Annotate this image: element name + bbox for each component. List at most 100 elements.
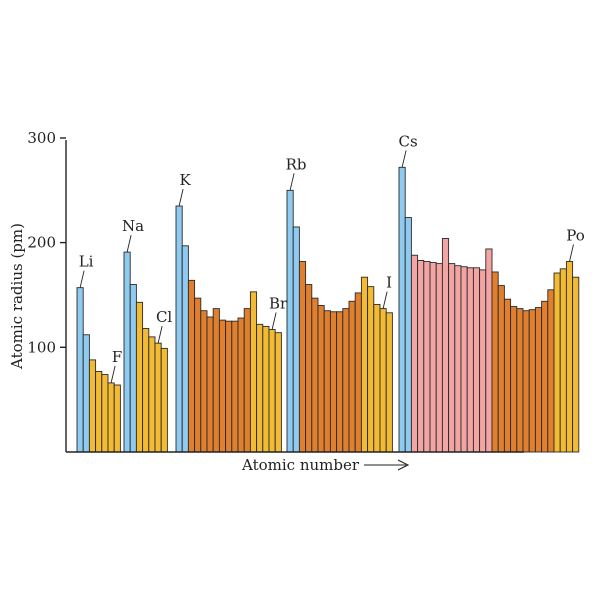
- bar-p5-1: [398, 166, 406, 453]
- bar-p2-1: [123, 251, 131, 453]
- bar-p5-12: [466, 267, 474, 453]
- element-label-li: Li: [79, 253, 94, 271]
- bar-p4-8: [329, 311, 338, 453]
- bar-p4-4: [305, 284, 313, 453]
- bar-p1-4: [95, 370, 103, 453]
- bar-p5-13: [472, 267, 481, 453]
- y-tick-label-200: 200: [27, 234, 56, 252]
- y-axis-title: Atomic radius (pm): [8, 223, 26, 370]
- bar-p3-11: [237, 317, 245, 453]
- axes: [60, 137, 524, 453]
- bar-p3-7: [212, 308, 220, 453]
- bar-p1-2: [82, 334, 90, 453]
- x-axis-title: Atomic number: [241, 456, 360, 474]
- bar-p5-16: [491, 271, 499, 453]
- bar-p2-6: [154, 342, 162, 453]
- bar-p5-8: [441, 238, 450, 453]
- leader-li: [79, 270, 85, 288]
- bar-p5-7: [435, 263, 443, 453]
- bar-p2-7: [160, 347, 168, 453]
- bar-p5-17: [497, 285, 505, 453]
- bar-p3-1: [175, 205, 183, 453]
- bar-p4-3: [298, 261, 307, 453]
- element-labels: Li F Na Cl K Br Rb I Cs Po: [79, 132, 585, 366]
- bars-group: [76, 166, 580, 453]
- bar-p4-16: [379, 308, 387, 453]
- bar-p5-15: [485, 248, 493, 453]
- leader-i: [382, 291, 388, 309]
- bar-p5-11: [460, 266, 468, 453]
- bar-p5-22: [528, 309, 536, 453]
- label-leaders: [79, 150, 574, 384]
- bar-p5-29: [572, 276, 580, 453]
- bar-p5-6: [429, 262, 437, 453]
- bar-p5-28: [565, 261, 574, 453]
- bar-p5-19: [510, 306, 518, 453]
- bar-p5-23: [534, 307, 543, 453]
- bar-p4-5: [311, 297, 319, 453]
- bar-p4-2: [292, 226, 300, 453]
- bar-p3-6: [206, 316, 214, 453]
- element-label-br: Br: [269, 295, 288, 313]
- bar-p4-11: [348, 300, 356, 453]
- x-axis-arrow: [364, 459, 410, 471]
- bar-p4-17: [385, 312, 393, 453]
- bar-p2-2: [129, 284, 137, 453]
- leader-k: [178, 188, 184, 207]
- bar-p4-9: [336, 311, 344, 453]
- bar-p1-7: [113, 384, 121, 453]
- bar-p4-1: [286, 189, 294, 453]
- y-tick-labels: 100 200 300: [27, 129, 56, 356]
- bar-p3-17: [274, 332, 282, 453]
- bar-p4-12: [354, 292, 362, 453]
- bar-p4-13: [360, 276, 369, 453]
- bar-p5-10: [454, 265, 462, 453]
- bar-p3-3: [187, 279, 196, 453]
- element-label-na: Na: [122, 217, 144, 235]
- bar-p1-6: [107, 382, 115, 453]
- leader-cs: [401, 150, 407, 168]
- bar-p5-5: [423, 261, 431, 453]
- bar-p4-7: [323, 310, 331, 453]
- bar-p5-18: [503, 298, 512, 453]
- bar-p3-16: [268, 329, 276, 453]
- bar-p5-27: [559, 268, 567, 453]
- bar-p2-4: [142, 328, 150, 453]
- bar-p5-25: [547, 289, 555, 453]
- leader-cl: [157, 325, 163, 344]
- bar-p3-9: [225, 320, 233, 453]
- bar-p3-10: [231, 320, 239, 453]
- element-label-k: K: [179, 171, 191, 189]
- y-tick-label-300: 300: [27, 129, 56, 147]
- bar-p3-14: [256, 323, 264, 453]
- element-label-i: I: [386, 274, 392, 292]
- bar-p3-12: [243, 308, 251, 453]
- bar-p5-4: [417, 260, 425, 453]
- y-tick-label-100: 100: [27, 338, 56, 356]
- bar-p5-20: [516, 308, 524, 453]
- bar-p5-24: [541, 300, 549, 453]
- bar-p1-1: [76, 287, 84, 453]
- leader-po: [569, 244, 574, 262]
- leader-na: [126, 234, 132, 253]
- leader-f: [110, 365, 116, 384]
- bar-p5-3: [410, 254, 419, 453]
- bar-p1-3: [88, 359, 97, 453]
- y-axis-line: [65, 140, 524, 453]
- bar-p2-3: [135, 301, 144, 453]
- bar-p3-8: [218, 319, 227, 453]
- element-label-cl: Cl: [156, 308, 172, 326]
- leader-rb: [289, 173, 295, 191]
- bar-p5-14: [479, 269, 487, 453]
- element-label-f: F: [112, 348, 122, 366]
- bar-p3-4: [194, 297, 202, 453]
- bar-p5-9: [448, 263, 456, 453]
- bar-p4-15: [373, 303, 381, 453]
- bar-p2-5: [148, 336, 156, 453]
- bar-p4-6: [317, 305, 325, 453]
- bar-p3-2: [181, 245, 189, 453]
- bar-p1-5: [101, 374, 109, 453]
- element-label-rb: Rb: [286, 155, 307, 173]
- bar-p4-10: [342, 308, 350, 453]
